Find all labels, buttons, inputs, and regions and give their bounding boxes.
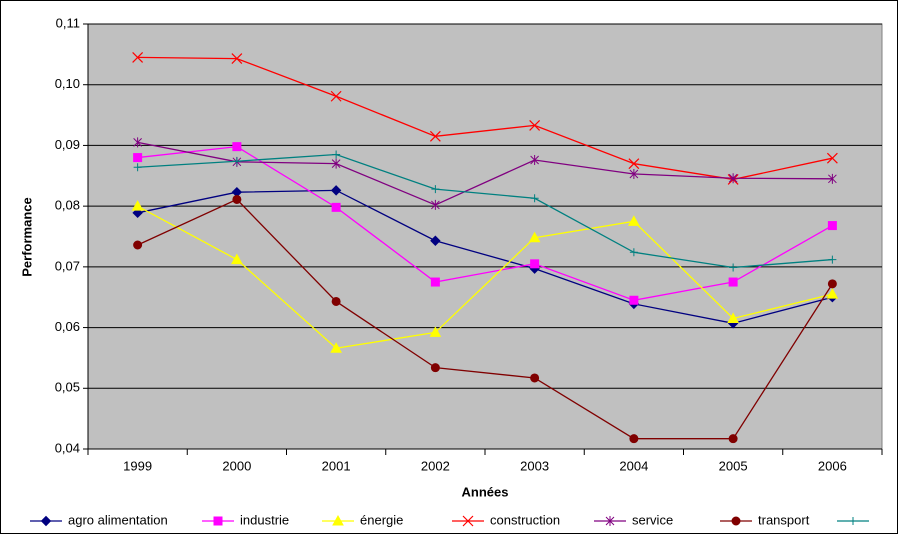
data-point [133, 153, 143, 163]
legend-label: industrie [240, 512, 289, 527]
data-point [429, 130, 441, 142]
legend-marker [605, 516, 615, 526]
data-point [330, 185, 342, 196]
y-axis-title: Performance [19, 197, 34, 276]
data-point [628, 158, 640, 170]
data-point [530, 373, 540, 383]
data-point [629, 434, 639, 444]
x-tick-label: 2001 [322, 458, 351, 473]
data-point [727, 312, 739, 323]
x-tick-label: 2004 [619, 458, 648, 473]
y-tick-label: 0,06 [55, 319, 80, 334]
data-point [232, 157, 241, 166]
data-point [431, 199, 440, 210]
x-tick-label: 2005 [719, 458, 748, 473]
x-tick-label: 1999 [123, 458, 152, 473]
data-point [330, 90, 342, 102]
legend-marker [731, 516, 741, 526]
data-point [827, 221, 837, 231]
y-tick-label: 0,09 [55, 137, 80, 152]
data-point [331, 202, 341, 212]
data-point [528, 231, 541, 243]
data-point [530, 194, 539, 203]
data-point [331, 158, 341, 169]
data-point [331, 296, 341, 306]
data-point [133, 137, 142, 148]
legend-marker [849, 517, 857, 525]
y-tick-label: 0,10 [55, 76, 80, 91]
data-point [133, 163, 142, 172]
data-point [827, 279, 837, 289]
data-point [729, 263, 738, 272]
series-line [137, 153, 833, 269]
series-line [137, 141, 833, 206]
data-point [629, 295, 639, 305]
legend-label: agro alimentation [68, 512, 168, 527]
data-point [530, 155, 539, 165]
data-point [330, 342, 342, 353]
series-line [137, 205, 833, 349]
x-tick-label: 2002 [421, 458, 450, 473]
x-tick-label: 2006 [818, 458, 847, 473]
data-point [132, 51, 144, 63]
legend-label: énergie [360, 512, 403, 527]
data-point [629, 248, 638, 257]
data-point [430, 363, 440, 373]
data-point [232, 194, 242, 204]
x-tick-label: 2000 [222, 458, 251, 473]
data-point [529, 119, 541, 131]
series-line [137, 145, 833, 301]
data-point [430, 235, 441, 246]
legend-marker [40, 515, 52, 527]
data-point [131, 200, 144, 211]
data-point [231, 253, 243, 265]
x-axis-title: Années [462, 484, 509, 499]
data-point [828, 173, 837, 184]
x-tick-label: 2003 [520, 458, 549, 473]
legend-marker [462, 515, 474, 527]
data-point [826, 288, 839, 299]
data-point [628, 215, 640, 226]
data-point [430, 277, 440, 287]
data-point [828, 255, 837, 264]
data-point [332, 150, 341, 159]
data-point [826, 152, 838, 164]
series-line [137, 189, 833, 324]
y-tick-label: 0,07 [55, 258, 80, 273]
y-tick-label: 0,08 [55, 198, 80, 213]
legend-label: service [632, 512, 673, 527]
y-tick-label: 0,04 [55, 440, 80, 455]
data-point [629, 168, 639, 179]
data-point [728, 277, 738, 287]
legend-label: construction [490, 512, 560, 527]
data-point [231, 53, 243, 65]
series-line [137, 198, 833, 440]
series-line [137, 56, 833, 181]
data-point [232, 142, 242, 152]
data-point [133, 240, 143, 250]
legend-marker [213, 516, 223, 526]
legend-marker [332, 514, 344, 526]
data-point [431, 185, 440, 194]
data-point [530, 259, 540, 269]
y-tick-label: 0,05 [55, 380, 80, 395]
y-tick-label: 0,11 [56, 15, 80, 30]
legend-label: transport [758, 512, 810, 527]
data-point [728, 434, 738, 444]
data-point [429, 326, 442, 337]
data-point [728, 173, 738, 184]
plot-area [87, 23, 883, 450]
